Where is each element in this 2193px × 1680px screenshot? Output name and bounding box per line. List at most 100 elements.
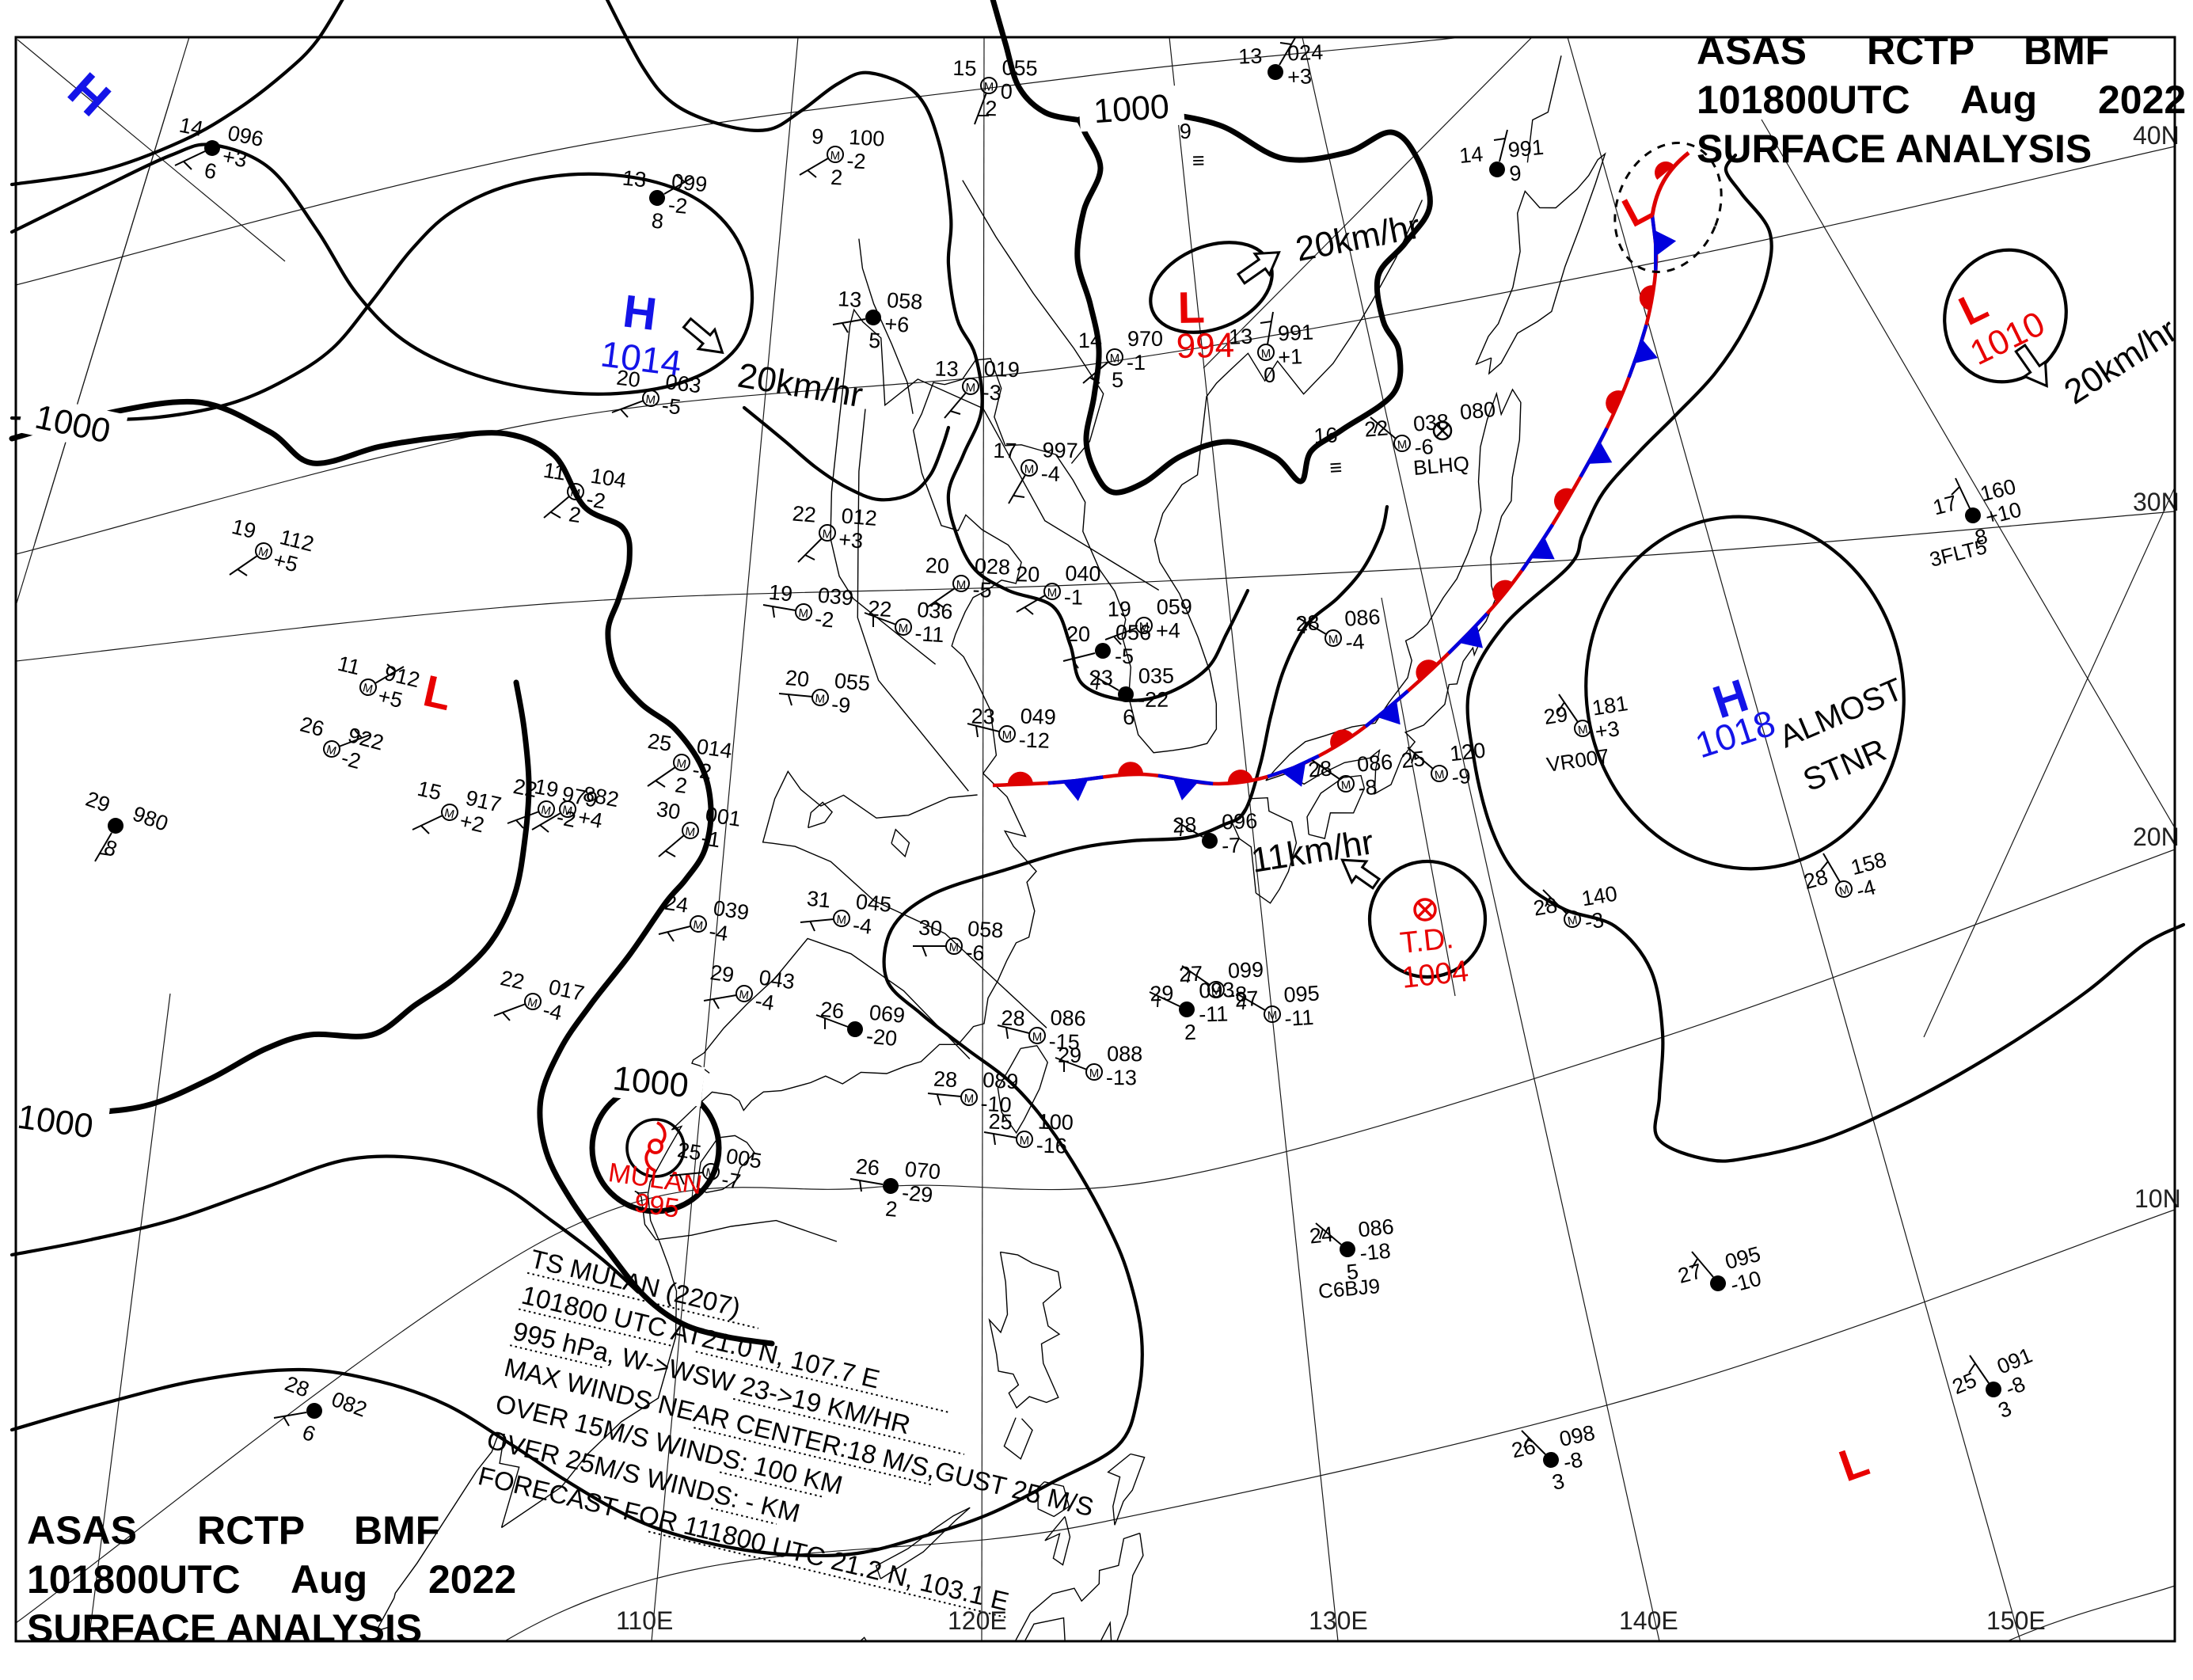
svg-text:-2: -2 xyxy=(585,487,607,513)
svg-text:26: 26 xyxy=(819,998,846,1024)
svg-text:22: 22 xyxy=(792,501,817,526)
svg-text:9: 9 xyxy=(1180,120,1192,143)
svg-text:-6: -6 xyxy=(1413,435,1434,460)
svg-text:C6BJ9: C6BJ9 xyxy=(1317,1274,1381,1303)
svg-text:11: 11 xyxy=(336,652,363,680)
svg-text:M: M xyxy=(822,527,833,542)
svg-text:M: M xyxy=(705,1166,716,1181)
svg-text:22: 22 xyxy=(498,966,526,994)
svg-text:036: 036 xyxy=(916,598,953,624)
svg-text:+3: +3 xyxy=(838,527,864,553)
svg-text:2: 2 xyxy=(884,1197,899,1222)
svg-text:-8: -8 xyxy=(1357,775,1378,800)
svg-text:088: 088 xyxy=(1107,1042,1142,1066)
svg-text:-4: -4 xyxy=(852,913,873,938)
svg-text:086: 086 xyxy=(1050,1005,1086,1030)
svg-text:101800UTC: 101800UTC xyxy=(1697,78,1910,122)
svg-text:2022: 2022 xyxy=(2098,78,2186,122)
svg-text:1000: 1000 xyxy=(611,1059,690,1105)
svg-text:+3: +3 xyxy=(1287,64,1313,89)
svg-text:M: M xyxy=(561,803,573,818)
svg-text:058: 058 xyxy=(967,917,1004,942)
svg-text:2: 2 xyxy=(1184,1021,1196,1044)
svg-text:+6: +6 xyxy=(884,312,910,337)
svg-text:14: 14 xyxy=(1078,329,1102,352)
svg-text:086: 086 xyxy=(1356,750,1393,776)
svg-text:-5: -5 xyxy=(1115,644,1134,668)
svg-text:-5: -5 xyxy=(972,578,992,602)
svg-text:M: M xyxy=(569,486,581,501)
svg-text:+1: +1 xyxy=(1278,344,1303,369)
svg-text:040: 040 xyxy=(1065,561,1101,586)
svg-text:M: M xyxy=(361,681,374,696)
svg-text:0: 0 xyxy=(1264,363,1276,388)
svg-text:M: M xyxy=(325,743,337,758)
svg-text:991: 991 xyxy=(1277,321,1313,346)
svg-text:30: 30 xyxy=(918,915,943,941)
svg-text:120E: 120E xyxy=(948,1606,1007,1635)
svg-text:970: 970 xyxy=(1127,327,1163,351)
svg-text:-2: -2 xyxy=(555,805,578,832)
svg-text:20: 20 xyxy=(1066,622,1090,646)
svg-text:096: 096 xyxy=(1222,809,1258,834)
svg-text:25: 25 xyxy=(676,1138,703,1165)
svg-text:≡: ≡ xyxy=(1329,455,1344,480)
svg-text:M: M xyxy=(1019,1134,1029,1147)
svg-text:M: M xyxy=(1260,347,1271,360)
svg-text:-16: -16 xyxy=(1036,1134,1067,1158)
svg-text:27: 27 xyxy=(1675,1259,1705,1288)
svg-text:13: 13 xyxy=(837,287,862,312)
svg-text:-11: -11 xyxy=(1199,1002,1229,1026)
svg-text:SURFACE: SURFACE xyxy=(1697,127,1886,171)
svg-text:8: 8 xyxy=(1973,524,1990,550)
svg-text:070: 070 xyxy=(904,1157,942,1184)
svg-text:095: 095 xyxy=(1283,981,1321,1007)
svg-text:BMF: BMF xyxy=(2024,29,2109,73)
svg-text:M: M xyxy=(1577,723,1589,738)
svg-text:099: 099 xyxy=(671,169,709,196)
svg-text:24: 24 xyxy=(663,891,690,918)
svg-text:055: 055 xyxy=(1001,55,1038,80)
svg-text:-4: -4 xyxy=(1040,462,1060,486)
svg-text:M: M xyxy=(836,913,847,927)
svg-text:11: 11 xyxy=(542,458,567,485)
svg-text:26: 26 xyxy=(298,713,327,742)
svg-text:M: M xyxy=(1047,586,1058,599)
svg-text:2022: 2022 xyxy=(428,1557,516,1602)
svg-text:17: 17 xyxy=(993,439,1017,463)
svg-text:-1: -1 xyxy=(1127,351,1146,374)
svg-text:15: 15 xyxy=(952,56,977,81)
svg-text:13: 13 xyxy=(934,356,959,381)
svg-text:-11: -11 xyxy=(914,621,945,647)
svg-text:-3: -3 xyxy=(1583,908,1606,935)
svg-text:28: 28 xyxy=(1801,865,1830,894)
svg-text:039: 039 xyxy=(817,583,855,610)
svg-text:M: M xyxy=(1211,984,1221,998)
svg-text:-4: -4 xyxy=(1344,629,1365,655)
svg-text:3: 3 xyxy=(1550,1469,1567,1494)
svg-text:099: 099 xyxy=(1227,958,1264,983)
svg-text:10N: 10N xyxy=(2134,1184,2181,1213)
svg-text:5: 5 xyxy=(1112,368,1123,392)
svg-text:059: 059 xyxy=(1157,595,1192,618)
svg-text:001: 001 xyxy=(704,803,743,831)
svg-text:M: M xyxy=(257,545,269,561)
svg-text:29: 29 xyxy=(709,960,735,987)
svg-text:-11: -11 xyxy=(1283,1005,1314,1031)
svg-text:089: 089 xyxy=(982,1068,1019,1093)
svg-text:-6: -6 xyxy=(965,941,986,965)
svg-text:-15: -15 xyxy=(1048,1029,1080,1054)
svg-text:2: 2 xyxy=(985,97,998,120)
svg-text:M: M xyxy=(1089,1066,1100,1080)
svg-text:130E: 130E xyxy=(1309,1606,1368,1635)
svg-text:140: 140 xyxy=(1580,881,1619,910)
svg-text:M: M xyxy=(898,621,909,636)
svg-text:20: 20 xyxy=(615,366,641,392)
svg-text:27: 27 xyxy=(1179,962,1203,986)
svg-text:100: 100 xyxy=(1037,1110,1074,1135)
svg-text:069: 069 xyxy=(868,1001,906,1028)
svg-text:17: 17 xyxy=(1931,491,1959,519)
svg-text:5: 5 xyxy=(868,329,881,353)
svg-text:20: 20 xyxy=(1016,562,1040,587)
svg-text:30N: 30N xyxy=(2133,488,2180,516)
